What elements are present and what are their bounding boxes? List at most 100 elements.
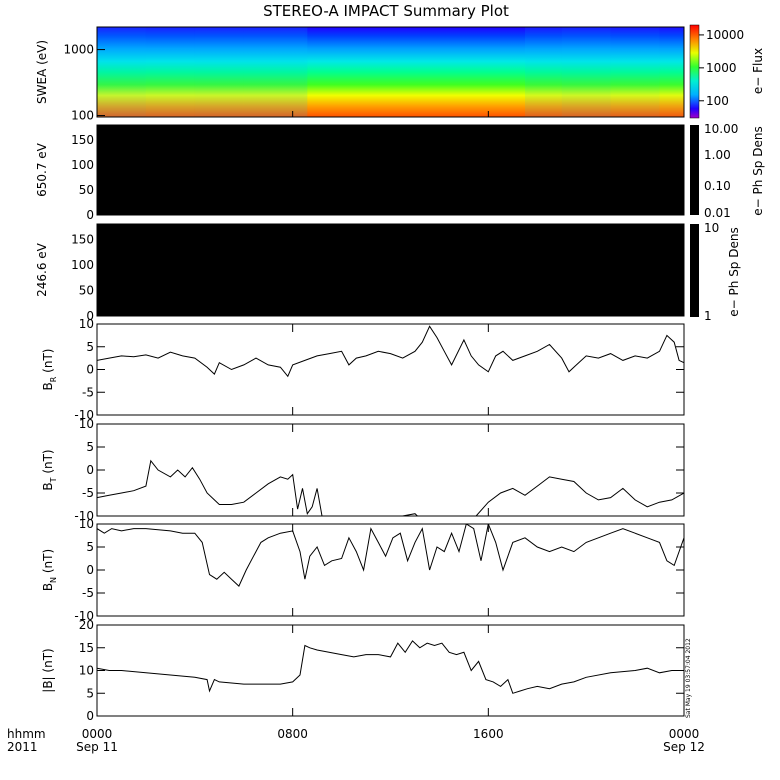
x-tick-label: 0000 bbox=[82, 727, 113, 741]
pad1-y-tick-label: 100 bbox=[71, 158, 94, 172]
x-tick-label: 0800 bbox=[277, 727, 308, 741]
pad1-y-tick-label: 50 bbox=[79, 183, 94, 197]
swea-intensity-column bbox=[145, 27, 195, 117]
y-tick-label: 0 bbox=[86, 563, 94, 577]
swea-intensity-column bbox=[304, 27, 308, 117]
pad1-y-tick-label: 150 bbox=[71, 133, 94, 147]
pad2-y-tick-label: 150 bbox=[71, 232, 94, 246]
pad1-ylabel: 650.7 eV bbox=[35, 142, 49, 197]
panel-frame bbox=[96, 323, 685, 416]
panel-b-t: -10 -5 0 5 10 BT (nT) bbox=[41, 417, 685, 523]
y-tick-label: -10 bbox=[74, 408, 94, 422]
swea-colorbar-tick-label: 100 bbox=[706, 94, 729, 108]
pad2-y-tick-label: 50 bbox=[79, 283, 94, 297]
swea-spectrogram-base bbox=[97, 27, 684, 117]
swea-frame bbox=[96, 26, 685, 118]
x-date-label: Sep 11 bbox=[76, 740, 118, 754]
swea-intensity-column bbox=[97, 27, 146, 117]
y-tick-label: -5 bbox=[82, 486, 94, 500]
y-tick-label: -10 bbox=[74, 609, 94, 623]
swea-intensity-column bbox=[439, 27, 488, 117]
y-tick-label: -10 bbox=[74, 509, 94, 523]
series-line-b-n bbox=[97, 524, 684, 587]
y-tick-label: -5 bbox=[82, 385, 94, 399]
x-row1-label: hhmm bbox=[7, 727, 46, 741]
x-row2-label: 2011 bbox=[7, 740, 38, 754]
pad2-colorbar-tick-label: 1 bbox=[704, 309, 712, 323]
series-line-b-r bbox=[97, 325, 684, 378]
pad1-panel: 0 50 100 150 650.7 eV 10.00 1.00 0.10 0.01 e− … bbox=[35, 122, 765, 222]
ylabel-b-n: BN (nT) bbox=[41, 549, 58, 591]
swea-intensity-column bbox=[307, 27, 390, 117]
pad1-colorbar-tick-label: 0.01 bbox=[704, 206, 731, 220]
y-tick-label: 0 bbox=[86, 463, 94, 477]
y-tick-label: 5 bbox=[86, 340, 94, 354]
y-tick-label: 5 bbox=[86, 686, 94, 700]
y-tick-label: 10 bbox=[79, 317, 94, 331]
pad2-y-tick-label: 0 bbox=[86, 309, 94, 323]
y-tick-label: 15 bbox=[79, 641, 94, 655]
y-tick-label: 0 bbox=[86, 363, 94, 377]
swea-colorbar bbox=[689, 24, 700, 119]
panel-frame bbox=[96, 423, 685, 517]
swea-intensity-column bbox=[391, 27, 440, 117]
swea-colorbar-label: e− Flux bbox=[751, 48, 765, 94]
swea-intensity-column bbox=[659, 27, 684, 117]
series-line-b-t bbox=[97, 459, 684, 516]
ylabel-b-r: BR (nT) bbox=[41, 349, 58, 391]
ylabel-babs: |B| (nT) bbox=[41, 648, 55, 692]
y-tick-label: 20 bbox=[79, 618, 94, 632]
pad2-panel: 0 50 100 150 246.6 eV 10 1 e− Ph Sp Dens bbox=[35, 221, 741, 323]
y-tick-label: 10 bbox=[79, 417, 94, 431]
panel-frame bbox=[96, 624, 685, 717]
y-tick-label: 5 bbox=[86, 440, 94, 454]
swea-intensity-column bbox=[194, 27, 244, 117]
swea-colorbar-tick-label: 10000 bbox=[706, 28, 744, 42]
x-tick-label: 1600 bbox=[473, 727, 504, 741]
pad1-colorbar-label: e− Ph Sp Dens bbox=[751, 126, 765, 215]
swea-intensity-column bbox=[488, 27, 525, 117]
y-tick-label: 5 bbox=[86, 540, 94, 554]
pad2-colorbar-label: e− Ph Sp Dens bbox=[727, 227, 741, 316]
swea-colorbar-ticks: 100 1000 10000 bbox=[699, 28, 744, 108]
pad2-y-ticks: 0 50 100 150 bbox=[71, 232, 94, 323]
panel-b-n: -10 -5 0 5 10 BN (nT) bbox=[41, 517, 685, 623]
pad2-spectrogram bbox=[96, 223, 685, 317]
chart-title: STEREO-A IMPACT Summary Plot bbox=[263, 2, 509, 20]
pad1-colorbar-ticks: 10.00 1.00 0.10 0.01 bbox=[704, 122, 738, 220]
y-tick-label: 10 bbox=[79, 664, 94, 678]
swea-y-ticks: 100 1000 bbox=[63, 43, 105, 123]
swea-panel: 100 1000 SWEA (eV) 100 1000 10000 e− Flux bbox=[35, 24, 765, 123]
pad1-colorbar-tick-label: 10.00 bbox=[704, 122, 738, 136]
series-line-babs bbox=[97, 640, 684, 694]
pad1-y-ticks: 0 50 100 150 bbox=[71, 133, 94, 222]
swea-colorbar-tick-label: 1000 bbox=[706, 61, 737, 75]
panel-babs: 0 5 10 15 20 |B| (nT) bbox=[41, 618, 685, 723]
panel-frame bbox=[96, 523, 685, 617]
swea-y-tick-label: 1000 bbox=[63, 43, 94, 57]
pad1-y-tick-label: 0 bbox=[86, 208, 94, 222]
pad2-colorbar-ticks: 10 1 bbox=[704, 221, 719, 323]
swea-y-tick-label: 100 bbox=[71, 109, 94, 123]
swea-intensity-columns bbox=[97, 27, 684, 117]
swea-intensity-column bbox=[561, 27, 611, 117]
swea-intensity-column bbox=[610, 27, 660, 117]
pad1-spectrogram bbox=[96, 124, 685, 216]
ylabel-b-t: BT (nT) bbox=[41, 449, 58, 490]
y-tick-label: 10 bbox=[79, 517, 94, 531]
pad1-colorbar-tick-label: 0.10 bbox=[704, 179, 731, 193]
pad2-ylabel: 246.6 eV bbox=[35, 242, 49, 297]
timestamp: Sat May 19 03:57:04 2012 bbox=[685, 638, 692, 718]
pad2-colorbar-tick-label: 10 bbox=[704, 221, 719, 235]
pad1-colorbar bbox=[690, 125, 699, 215]
pad1-colorbar-tick-label: 1.00 bbox=[704, 148, 731, 162]
y-tick-label: 0 bbox=[86, 709, 94, 723]
magnetic-field-panels: -10 -5 0 5 10 BR (nT) -10 -5 0 5 10 BT (nT) -10 -5 0 5 1… bbox=[41, 111, 685, 723]
pad2-y-tick-label: 100 bbox=[71, 258, 94, 272]
pad2-colorbar bbox=[690, 224, 699, 317]
swea-intensity-column bbox=[525, 27, 562, 117]
x-date-label: Sep 12 bbox=[663, 740, 705, 754]
y-tick-label: -5 bbox=[82, 586, 94, 600]
